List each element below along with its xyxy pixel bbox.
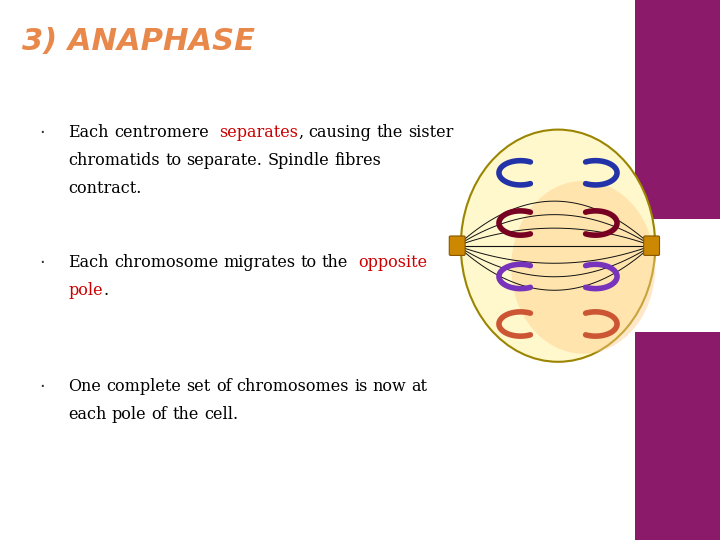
Text: now: now — [373, 378, 406, 395]
Text: at: at — [412, 378, 428, 395]
Text: chromosomes: chromosomes — [237, 378, 349, 395]
Text: ·: · — [40, 124, 45, 142]
Text: is: is — [354, 378, 367, 395]
Bar — [635, 0, 720, 219]
Bar — [635, 332, 720, 540]
Text: contract.: contract. — [68, 180, 142, 197]
Text: chromatids: chromatids — [68, 152, 160, 169]
Text: the: the — [377, 124, 402, 141]
Ellipse shape — [461, 130, 655, 362]
FancyBboxPatch shape — [644, 236, 660, 255]
Text: Each: Each — [68, 254, 109, 271]
Text: to: to — [301, 254, 317, 271]
Text: fibres: fibres — [334, 152, 381, 169]
Text: Each: Each — [68, 124, 109, 141]
Text: .: . — [103, 282, 108, 299]
FancyBboxPatch shape — [449, 236, 465, 255]
Text: the: the — [322, 254, 348, 271]
Text: the: the — [172, 406, 199, 423]
Text: ,: , — [298, 124, 303, 141]
Text: of: of — [216, 378, 231, 395]
Text: pole: pole — [112, 406, 147, 423]
Text: pole: pole — [68, 282, 103, 299]
Ellipse shape — [511, 181, 655, 354]
Bar — [569, 219, 720, 332]
Text: One: One — [68, 378, 102, 395]
Text: sister: sister — [408, 124, 453, 141]
Text: causing: causing — [308, 124, 371, 141]
Text: chromosome: chromosome — [114, 254, 218, 271]
Text: opposite: opposite — [359, 254, 428, 271]
Text: complete: complete — [107, 378, 181, 395]
Text: centromere: centromere — [114, 124, 209, 141]
Text: Spindle: Spindle — [267, 152, 329, 169]
Text: of: of — [152, 406, 167, 423]
Text: set: set — [186, 378, 211, 395]
Text: ·: · — [40, 378, 45, 396]
Text: separate.: separate. — [186, 152, 262, 169]
Text: ·: · — [40, 254, 45, 272]
Text: migrates: migrates — [223, 254, 295, 271]
Text: to: to — [165, 152, 181, 169]
Text: separates: separates — [219, 124, 298, 141]
Text: 3) ANAPHASE: 3) ANAPHASE — [22, 27, 255, 56]
Text: cell.: cell. — [204, 406, 238, 423]
Text: each: each — [68, 406, 107, 423]
